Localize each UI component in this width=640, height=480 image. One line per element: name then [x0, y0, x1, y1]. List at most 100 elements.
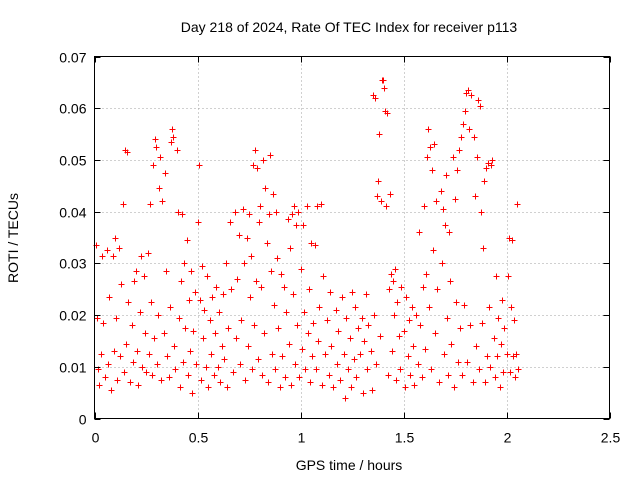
data-point — [365, 322, 372, 329]
data-point — [102, 374, 109, 381]
data-point — [237, 361, 244, 368]
data-point — [376, 131, 383, 138]
data-point — [480, 245, 487, 252]
data-point — [361, 338, 368, 345]
data-point — [208, 351, 215, 358]
data-point — [145, 250, 152, 257]
data-point — [392, 266, 399, 273]
data-point — [213, 284, 220, 291]
data-point — [515, 366, 522, 373]
data-point — [373, 361, 380, 368]
data-point — [148, 299, 155, 306]
data-point — [411, 382, 418, 389]
data-point — [407, 372, 414, 379]
data-point — [227, 219, 234, 226]
data-point — [357, 351, 364, 358]
data-point — [369, 387, 376, 394]
data-point — [492, 374, 499, 381]
data-point — [204, 273, 211, 280]
data-point — [248, 253, 255, 260]
data-point — [349, 289, 356, 296]
data-point — [264, 240, 271, 247]
data-point — [278, 271, 285, 278]
data-point — [364, 366, 371, 373]
data-point — [215, 364, 222, 371]
data-point — [232, 209, 239, 216]
data-point — [403, 294, 410, 301]
data-point — [465, 87, 472, 94]
data-point — [497, 384, 504, 391]
data-point — [401, 328, 408, 335]
data-point — [334, 361, 341, 368]
data-point — [487, 364, 494, 371]
y-tick-label: 0.05 — [59, 153, 86, 169]
data-point — [509, 237, 516, 244]
data-point — [153, 144, 160, 151]
ticks-layer: 0 0.01 0.02 0.03 0.04 0.05 0.06 0.07 0 0.5 1 1.5 2 2.… — [59, 50, 620, 446]
data-point — [495, 315, 502, 322]
data-point — [424, 154, 431, 161]
data-point — [209, 294, 216, 301]
data-point — [341, 351, 348, 358]
data-point — [180, 359, 187, 366]
data-point — [170, 134, 177, 141]
x-tick-label: 2.5 — [601, 430, 621, 446]
data-point — [360, 390, 367, 397]
data-point — [269, 351, 276, 358]
data-point — [181, 260, 188, 267]
data-point — [438, 188, 445, 195]
data-point — [494, 353, 501, 360]
data-point — [223, 260, 230, 267]
x-tick-label: 2 — [504, 430, 512, 446]
data-point — [117, 353, 124, 360]
data-point — [114, 377, 121, 384]
data-point — [234, 276, 241, 283]
data-point — [347, 335, 354, 342]
data-point — [258, 284, 265, 291]
data-point — [94, 315, 101, 322]
data-point — [443, 172, 450, 179]
y-tick-label: 0.03 — [59, 256, 86, 272]
data-point — [461, 302, 468, 309]
data-point — [489, 157, 496, 164]
data-point — [110, 253, 117, 260]
data-point — [242, 377, 249, 384]
data-point — [250, 162, 257, 169]
x-tick-label: 0 — [92, 430, 100, 446]
data-point — [200, 335, 207, 342]
data-point — [244, 235, 251, 242]
data-point — [195, 219, 202, 226]
data-point — [324, 317, 331, 324]
data-point — [277, 384, 284, 391]
data-point — [472, 193, 479, 200]
data-point — [380, 77, 387, 84]
data-point — [224, 384, 231, 391]
data-point — [124, 149, 131, 156]
data-point — [427, 144, 434, 151]
data-point — [416, 229, 423, 236]
data-point — [512, 374, 519, 381]
data-point — [149, 372, 156, 379]
data-point — [187, 348, 194, 355]
data-point — [228, 286, 235, 293]
data-point — [295, 209, 302, 216]
data-point — [178, 278, 185, 285]
data-point — [257, 203, 264, 210]
data-point — [462, 108, 469, 115]
data-point — [146, 351, 153, 358]
data-point — [147, 201, 154, 208]
data-point — [199, 263, 206, 270]
data-point — [118, 281, 125, 288]
data-point — [327, 289, 334, 296]
data-point — [151, 335, 158, 342]
x-tick-label: 1 — [298, 430, 306, 446]
data-point — [123, 341, 130, 348]
data-point — [189, 390, 196, 397]
data-point — [106, 294, 113, 301]
data-point — [185, 372, 192, 379]
data-point — [159, 198, 166, 205]
data-point — [410, 343, 417, 350]
data-point — [423, 271, 430, 278]
data-point — [394, 299, 401, 306]
